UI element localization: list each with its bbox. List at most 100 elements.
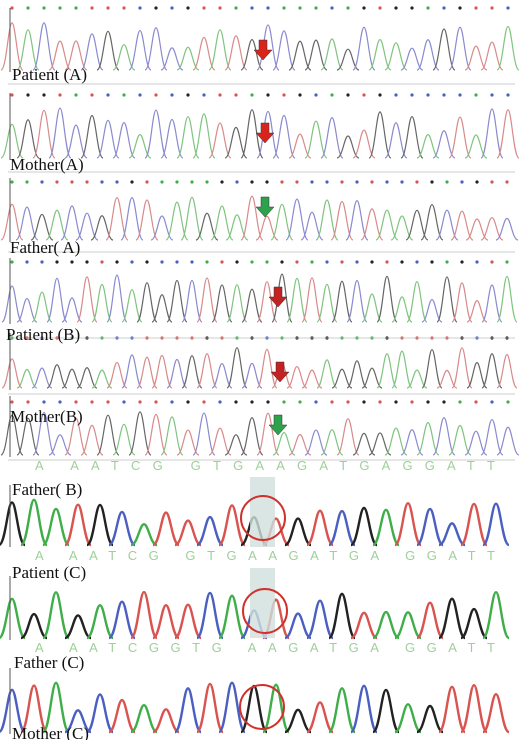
- base-dot: [282, 400, 285, 403]
- base-dot: [385, 180, 388, 183]
- base-dot: [186, 93, 189, 96]
- base-dot: [415, 180, 418, 183]
- base-dot: [265, 180, 268, 183]
- base-dot: [298, 400, 301, 403]
- base-dot: [280, 260, 283, 263]
- base-dot: [266, 400, 269, 403]
- base-dot: [505, 260, 508, 263]
- base-dot: [234, 400, 237, 403]
- base-dot: [362, 400, 365, 403]
- base-dot: [205, 260, 208, 263]
- base-dot: [55, 180, 58, 183]
- base-dot: [325, 260, 328, 263]
- base-dot: [458, 400, 461, 403]
- base-dot: [90, 400, 93, 403]
- base-dot: [474, 400, 477, 403]
- base-dot: [282, 93, 285, 96]
- base-dot: [234, 93, 237, 96]
- base-dot: [100, 260, 103, 263]
- base-dot: [378, 400, 381, 403]
- base-dot: [445, 260, 448, 263]
- base-dot: [25, 260, 28, 263]
- base-dot: [280, 180, 283, 183]
- base-dot: [265, 260, 268, 263]
- base-dot: [74, 400, 77, 403]
- panel-label: Patient (A): [12, 65, 87, 84]
- base-dot: [154, 400, 157, 403]
- base-dot: [295, 180, 298, 183]
- base-dot: [55, 260, 58, 263]
- base-dot: [170, 93, 173, 96]
- base-dot: [42, 400, 45, 403]
- base-dot: [115, 260, 118, 263]
- panel-label: Mother(B): [10, 407, 83, 426]
- base-dot: [475, 260, 478, 263]
- base-dot: [298, 93, 301, 96]
- base-dot: [220, 180, 223, 183]
- base-dot: [175, 180, 178, 183]
- base-dot: [205, 180, 208, 183]
- base-dot: [340, 260, 343, 263]
- base-dot: [26, 6, 29, 9]
- base-dot: [138, 400, 141, 403]
- base-dot: [70, 180, 73, 183]
- base-dot: [202, 400, 205, 403]
- base-dot: [175, 260, 178, 263]
- base-dot: [298, 6, 301, 9]
- base-dot: [490, 180, 493, 183]
- base-dot: [460, 180, 463, 183]
- base-dot: [154, 93, 157, 96]
- base-dot: [442, 93, 445, 96]
- base-dot: [130, 260, 133, 263]
- base-dot: [25, 180, 28, 183]
- base-dot: [506, 93, 509, 96]
- base-dot: [202, 93, 205, 96]
- base-dot: [445, 180, 448, 183]
- base-dot: [106, 6, 109, 9]
- base-dot: [154, 6, 157, 9]
- base-dot: [190, 180, 193, 183]
- base-dot: [394, 93, 397, 96]
- base-dot: [10, 180, 13, 183]
- base-dot: [160, 260, 163, 263]
- base-dot: [430, 260, 433, 263]
- base-dot: [218, 93, 221, 96]
- base-dot: [426, 400, 429, 403]
- base-dot: [415, 260, 418, 263]
- base-dot: [85, 180, 88, 183]
- panel-label: Father( B): [12, 480, 82, 499]
- base-dot: [490, 400, 493, 403]
- base-dot: [58, 6, 61, 9]
- base-dot: [220, 260, 223, 263]
- base-dot: [506, 400, 509, 403]
- base-dot: [370, 260, 373, 263]
- base-dot: [314, 400, 317, 403]
- base-dot: [138, 6, 141, 9]
- base-dot: [122, 400, 125, 403]
- base-dot: [295, 260, 298, 263]
- base-dot: [100, 180, 103, 183]
- base-dot: [40, 260, 43, 263]
- base-dot: [122, 6, 125, 9]
- panel-label: Mother (C): [12, 724, 89, 740]
- panel-label: Patient (C): [12, 563, 86, 582]
- base-dot: [10, 400, 13, 403]
- figure: A AATCG GTGAAGATGAGGATT A AATCG GTGAAGAT…: [0, 0, 519, 740]
- base-dot: [325, 180, 328, 183]
- base-dot: [250, 93, 253, 96]
- base-dot: [170, 6, 173, 9]
- base-dot: [266, 93, 269, 96]
- base-dot: [122, 93, 125, 96]
- base-dot: [460, 260, 463, 263]
- base-dot: [362, 93, 365, 96]
- base-dot: [26, 93, 29, 96]
- base-dot: [10, 6, 13, 9]
- base-dot: [266, 6, 269, 9]
- base-dot: [85, 260, 88, 263]
- base-dot: [410, 93, 413, 96]
- base-dot: [186, 6, 189, 9]
- base-dot: [310, 180, 313, 183]
- base-dot: [218, 400, 221, 403]
- base-dot: [490, 6, 493, 9]
- base-dot: [474, 6, 477, 9]
